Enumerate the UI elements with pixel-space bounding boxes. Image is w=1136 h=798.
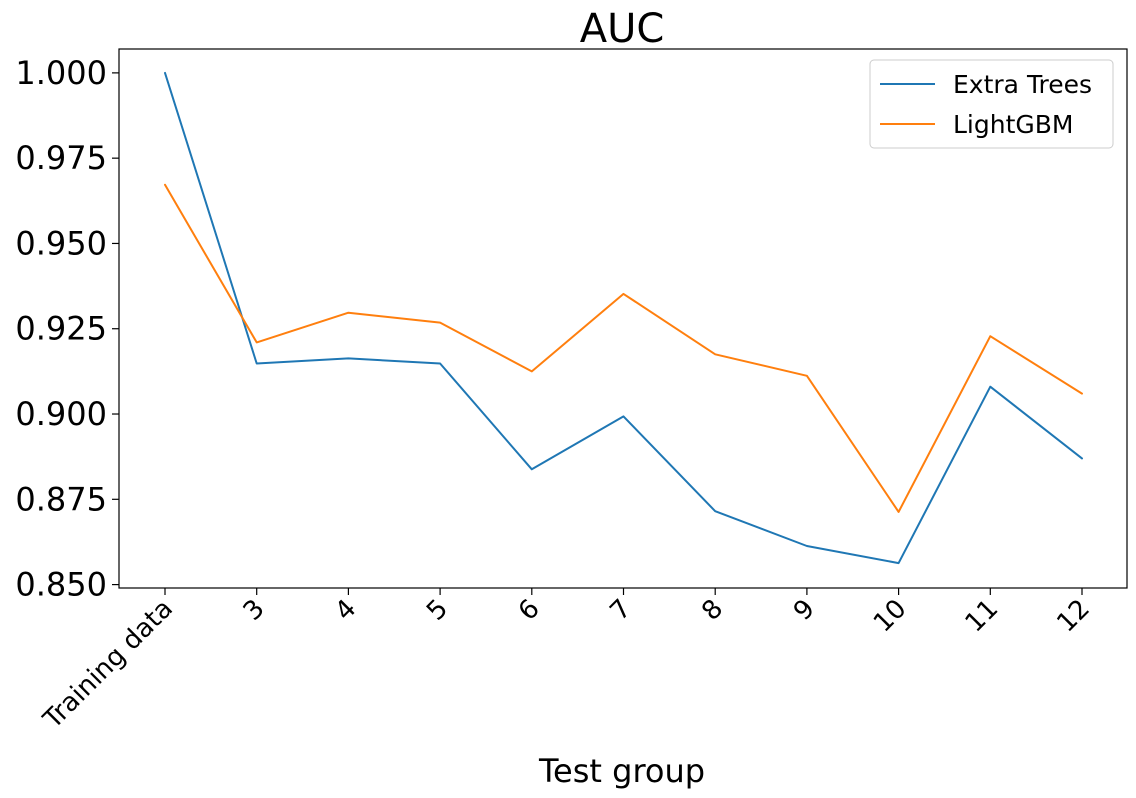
y-tick-label: 0.950: [15, 224, 107, 262]
y-axis: 0.850 0.875 0.900 0.925 0.950 0.975 1.000: [15, 54, 119, 604]
x-tick-label: Training data: [37, 594, 179, 736]
series-layer: [164, 71, 1083, 565]
x-tick-label: 3: [238, 594, 271, 627]
x-tick-label: 9: [788, 594, 821, 627]
x-tick-label: 12: [1051, 594, 1096, 639]
x-tick-label: 10: [868, 594, 913, 639]
y-tick-label: 0.975: [15, 139, 107, 177]
x-tick-label: 7: [605, 594, 638, 627]
legend: Extra Trees LightGBM: [869, 59, 1114, 149]
series-line-lightgbm: [164, 183, 1083, 513]
legend-label: LightGBM: [953, 110, 1073, 139]
chart-title: AUC: [580, 6, 665, 52]
x-tick-label: 6: [513, 594, 546, 627]
x-axis-label: Test group: [538, 752, 705, 790]
legend-box: [869, 59, 1114, 149]
x-tick-label: 4: [329, 594, 362, 627]
y-tick-label: 0.875: [15, 480, 107, 518]
y-tick-label: 0.925: [15, 310, 107, 348]
x-tick-label: 8: [696, 594, 729, 627]
y-tick-label: 0.850: [15, 566, 107, 604]
x-tick-label: 5: [421, 594, 454, 627]
y-tick-label: 0.900: [15, 395, 107, 433]
series-line-extra-trees: [164, 71, 1083, 565]
x-tick-label: 11: [960, 594, 1005, 639]
y-tick-label: 1.000: [15, 54, 107, 92]
legend-label: Extra Trees: [953, 70, 1092, 99]
x-axis: Training data 3 4 5 6 7 8 9 10 11 12: [37, 588, 1096, 735]
